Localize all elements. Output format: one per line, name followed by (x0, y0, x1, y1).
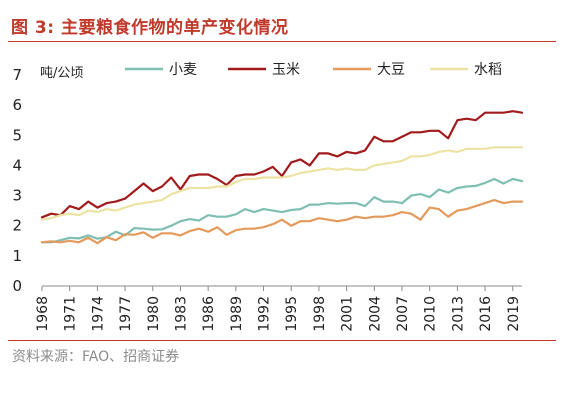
x-tick-label: 2010 (423, 296, 439, 332)
yield-line-chart: 0 1 2 3 4 5 6 7 吨/公顷 1968 1971 1974 1977 1980 1983 1986… (12, 62, 524, 332)
source-rule (8, 340, 556, 341)
x-tick-label: 1968 (35, 296, 51, 332)
y-tick-label: 0 (12, 277, 22, 295)
y-tick-label: 7 (12, 66, 22, 84)
x-tick-label: 2004 (367, 296, 383, 332)
x-tick-label: 2019 (506, 296, 522, 332)
series-line-3 (40, 199, 524, 245)
x-tick-label: 1986 (201, 296, 217, 332)
x-tick-label: 1971 (63, 296, 79, 332)
legend-label-4: 水稻 (474, 62, 502, 78)
x-tick-label: 2001 (340, 296, 356, 332)
x-tick-label: 2007 (395, 296, 411, 332)
y-tick-label: 2 (12, 217, 22, 235)
x-tick-label: 1998 (312, 296, 328, 332)
source-note: 资料来源：FAO、招商证券 (12, 349, 180, 365)
x-tick-label: 1995 (284, 296, 300, 332)
y-tick-label: 1 (12, 247, 22, 265)
x-tick-label: 1980 (146, 296, 162, 332)
chart-series-lines (40, 110, 524, 245)
x-tick-label: 2016 (478, 296, 494, 332)
x-tick-label: 1983 (173, 296, 189, 332)
legend-label-2: 玉米 (272, 62, 300, 78)
x-tick-label: 1974 (90, 296, 106, 332)
x-tick-label: 1989 (229, 296, 245, 332)
series-line-2 (40, 110, 524, 219)
legend-label-1: 小麦 (169, 62, 197, 78)
chart-legend: 小麦 玉米 大豆 水稻 (125, 62, 502, 78)
legend-label-3: 大豆 (377, 62, 405, 78)
chart-axes: 0 1 2 3 4 5 6 7 吨/公顷 1968 1971 1974 1977 1980 1983 1986… (12, 66, 522, 332)
series-line-4 (40, 146, 524, 221)
y-tick-label: 4 (12, 156, 22, 174)
series-line-1 (40, 177, 524, 244)
x-tick-label: 1992 (257, 296, 273, 332)
y-tick-label: 3 (12, 187, 22, 205)
y-axis-label: 吨/公顷 (40, 66, 83, 81)
y-tick-label: 5 (12, 126, 22, 144)
y-tick-label: 6 (12, 96, 22, 114)
chart-title: 图 3: 主要粮食作物的单产变化情况 (11, 18, 289, 38)
x-tick-label: 2013 (450, 296, 466, 332)
x-tick-label: 1977 (118, 296, 134, 332)
title-rule (8, 41, 556, 42)
